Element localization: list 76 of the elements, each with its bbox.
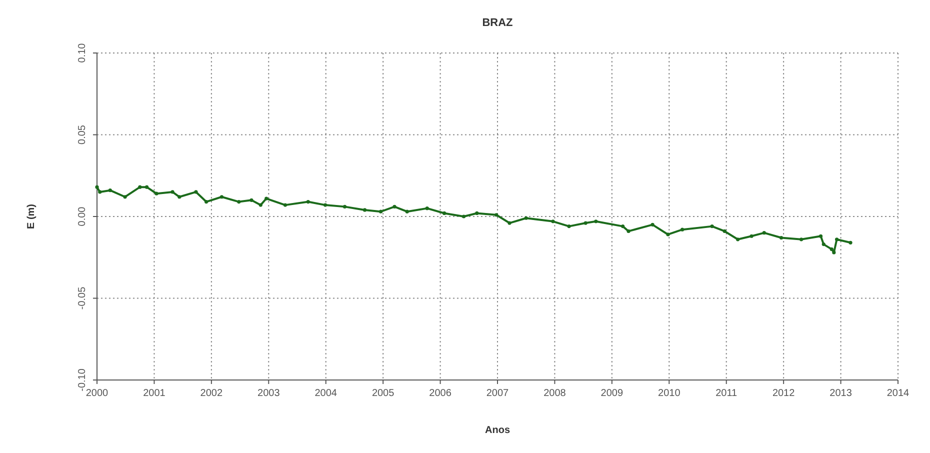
point [848,240,852,244]
point [138,185,142,189]
point [204,200,208,204]
point [621,224,625,228]
point [342,204,347,208]
point [494,213,498,217]
point [710,224,714,228]
x-axis-title: Anos [485,425,510,436]
x-tick-label: 2003 [258,388,280,399]
point [818,234,823,238]
x-tick-label: 2004 [314,388,338,399]
point [220,195,224,199]
point [626,229,630,234]
point [250,198,254,202]
x-tick-label: 2008 [544,388,566,399]
y-tick-label: 0.10 [77,42,88,63]
point [154,192,158,196]
point [123,195,127,199]
point [551,220,555,224]
point [95,185,99,189]
point [144,185,149,189]
point [378,210,383,214]
point [800,238,804,242]
point [834,238,839,242]
y-tick-label: 0.00 [77,206,88,226]
point [392,204,396,208]
point [736,238,740,242]
point [264,196,268,200]
point [666,232,670,236]
y-tick-label: -0.10 [77,368,88,392]
point [594,220,598,224]
x-tick-label: 2002 [200,388,223,399]
x-tick-label: 2014 [886,388,910,399]
point [237,200,241,204]
point [323,203,328,207]
point [194,190,198,194]
point [584,221,588,225]
point [258,203,262,207]
point [405,210,409,214]
x-tick-label: 2013 [830,388,852,399]
point [822,242,826,246]
point [462,214,466,218]
point [98,190,102,194]
point [475,211,479,216]
x-tick-label: 2007 [486,388,510,399]
point [108,188,112,192]
point [524,216,528,220]
point [567,224,571,228]
x-tick-label: 2006 [429,388,452,399]
point [508,221,512,225]
point [362,208,367,212]
point [178,195,182,199]
x-tick-label: 2011 [716,388,738,399]
point [762,231,766,235]
point [779,236,784,240]
x-tick-label: 2010 [658,388,681,399]
point [722,229,726,234]
y-axis-title: E (m) [26,204,37,229]
point [170,190,174,194]
point [750,234,754,238]
x-tick-label: 2001 [143,388,166,399]
x-tick-label: 2012 [772,388,796,399]
point [442,211,446,216]
y-tick-label: -0.05 [77,286,88,310]
point [650,222,654,226]
point [830,247,834,251]
x-tick-label: 2000 [86,388,109,399]
point [425,206,429,210]
point [832,250,836,254]
x-tick-label: 2009 [600,388,624,399]
point [283,203,288,207]
y-tick-label: 0.05 [77,124,88,144]
point [306,200,310,204]
chart-title: BRAZ [482,17,514,29]
x-tick-label: 2005 [372,388,395,399]
point [680,228,684,232]
